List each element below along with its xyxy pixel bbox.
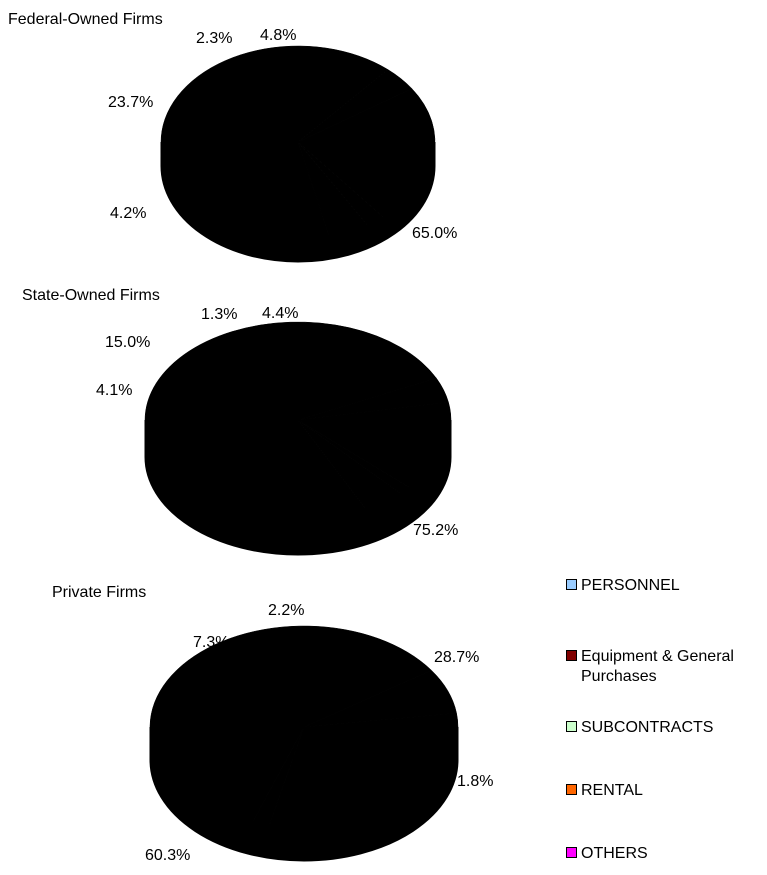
legend-swatch-others — [566, 847, 577, 858]
federal-owned-firms-title: Federal-Owned Firms — [8, 11, 163, 28]
private-firms-label-equipment-general-purchases: 1.8% — [457, 773, 493, 790]
legend-label-personnel: PERSONNEL — [581, 577, 680, 594]
legend-swatch-rental — [566, 784, 577, 795]
state-owned-firms-label-personnel: 75.2% — [413, 522, 458, 539]
state-owned-firms-label-subcontracts: 15.0% — [105, 334, 150, 351]
state-owned-firms-label-rental: 1.3% — [201, 306, 237, 323]
private-firms-title: Private Firms — [52, 584, 146, 601]
legend-swatch-subcontracts — [566, 721, 577, 732]
legend: PERSONNEL Equipment & General Purchases … — [566, 576, 766, 870]
private-firms-label-personnel: 28.7% — [434, 649, 479, 666]
federal-owned-firms-slice-personnel — [160, 45, 389, 239]
legend-item-subcontracts: SUBCONTRACTS — [566, 718, 713, 738]
federal-owned-firms-slice-others — [297, 141, 368, 236]
state-owned-firms-slice-subcontracts — [297, 401, 452, 488]
federal-owned-firms-label-personnel: 65.0% — [412, 225, 457, 242]
private-firms-slice-others — [303, 712, 459, 728]
legend-swatch-personnel — [566, 579, 577, 590]
legend-swatch-equipment — [566, 650, 577, 661]
legend-label-others: OTHERS — [581, 845, 648, 862]
private-firms-label-others: 2.2% — [268, 602, 304, 619]
legend-item-rental: RENTAL — [566, 781, 643, 801]
state-owned-firms-label-equipment-general-purchases: 4.1% — [96, 382, 132, 399]
state-owned-firms-title: State-Owned Firms — [22, 287, 160, 304]
federal-owned-firms-label-others: 4.8% — [260, 27, 296, 44]
state-owned-firms-label-others: 4.4% — [262, 305, 298, 322]
federal-owned-firms-label-equipment-general-purchases: 4.2% — [110, 205, 146, 222]
legend-item-personnel: PERSONNEL — [566, 576, 680, 596]
legend-label-equipment: Equipment & General Purchases — [581, 648, 734, 685]
state-owned-firms-slice-personnel — [144, 321, 437, 519]
federal-owned-firms-label-subcontracts: 23.7% — [108, 94, 153, 111]
legend-item-others: OTHERS — [566, 844, 648, 864]
legend-label-subcontracts: SUBCONTRACTS — [581, 719, 714, 736]
private-firms-slice-personnel — [268, 726, 459, 829]
federal-owned-firms-slice-subcontracts — [297, 88, 436, 218]
state-owned-firms-slice-others — [297, 419, 401, 509]
legend-label-rental: RENTAL — [581, 782, 643, 799]
private-firms-label-subcontracts: 60.3% — [145, 847, 190, 864]
private-firms-label-rental: 7.3% — [193, 634, 229, 651]
private-firms-slice-subcontracts — [149, 625, 432, 823]
federal-owned-firms-label-rental: 2.3% — [196, 30, 232, 47]
legend-item-equipment: Equipment & General Purchases — [566, 647, 767, 687]
